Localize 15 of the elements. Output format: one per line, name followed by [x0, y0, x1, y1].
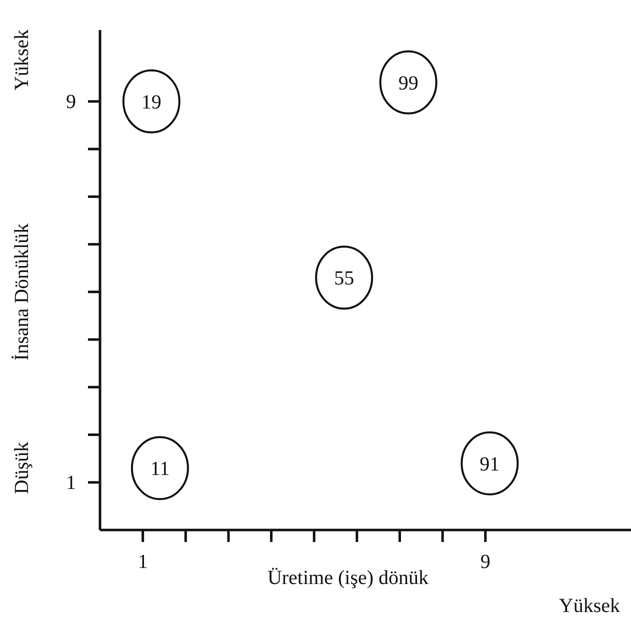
y-axis-title: İnsana Dönüklük — [11, 223, 33, 361]
point — [460, 431, 519, 496]
point — [379, 50, 438, 114]
annotation: 19 — [141, 91, 162, 114]
annotation: 11 — [150, 458, 170, 480]
point — [122, 69, 180, 134]
annotation: 55 — [334, 268, 354, 290]
x-axis-title: Üretime (işe) dönük — [267, 567, 429, 589]
annotation: 91 — [480, 453, 500, 476]
text: Düşük — [11, 442, 33, 494]
point — [130, 436, 189, 500]
text: Yüksek — [558, 595, 620, 617]
point — [315, 246, 374, 310]
text: Yüksek — [11, 29, 33, 91]
annotation: 99 — [398, 72, 418, 94]
